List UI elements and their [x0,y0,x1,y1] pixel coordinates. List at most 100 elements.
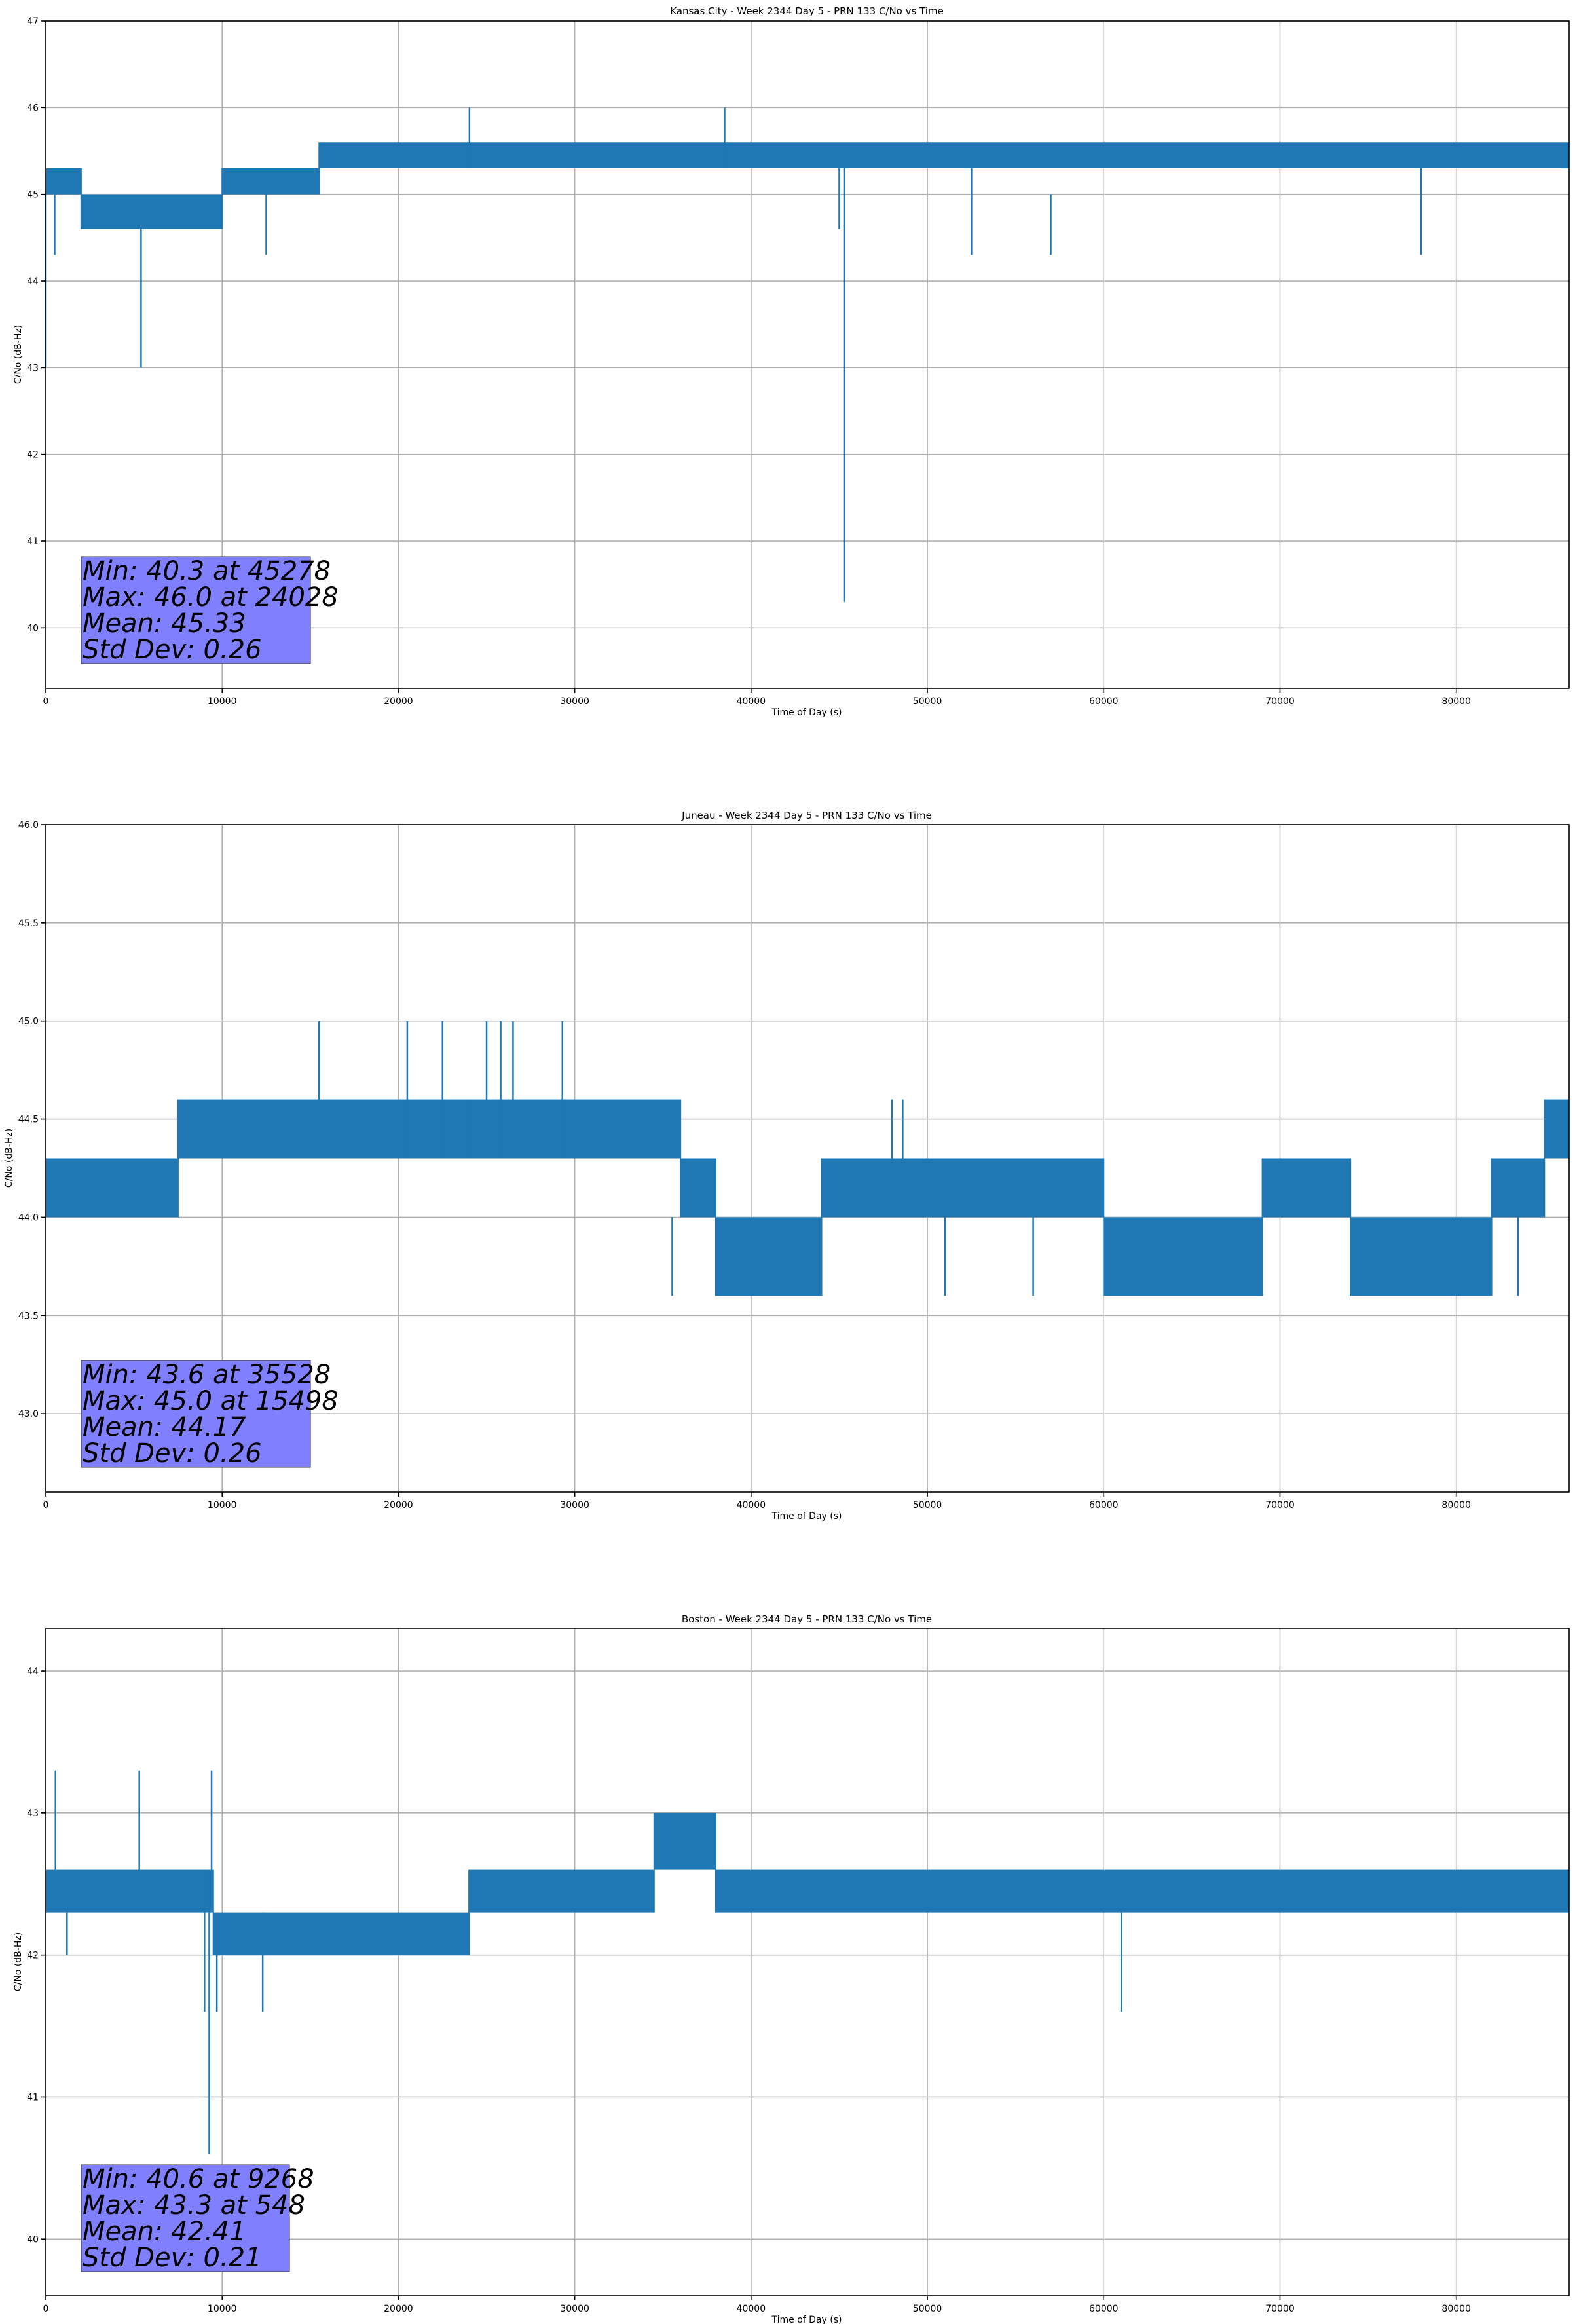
x-tick-label: 40000 [737,696,766,707]
signal-band [46,168,81,195]
stat-std-dev: Std Dev: 0.26 [83,635,262,665]
y-tick-label: 44.0 [18,1212,39,1223]
x-axis-label: Time of Day (s) [771,2315,842,2324]
data-spikes [318,1021,1519,1296]
y-tick-label: 40 [27,623,39,633]
y-tick-label: 43.5 [18,1311,39,1321]
stats-box: Min: 40.6 at 9268 Max: 43.3 at 548 Mean:… [81,2164,314,2273]
x-tick-label: 80000 [1441,2304,1471,2314]
stat-max: Max: 43.3 at 548 [83,2190,305,2221]
stat-std-dev: Std Dev: 0.26 [83,1438,262,1469]
y-tick-label: 45 [27,190,39,200]
signal-band [81,194,223,229]
x-ticks: 0 10000 20000 30000 40000 50000 60000 70000 8000… [43,2296,1471,2314]
x-ticks: 0 10000 20000 30000 40000 50000 60000 70000 8000… [43,1492,1471,1510]
x-tick-label: 0 [43,1500,49,1510]
y-tick-label: 44 [27,1666,39,1677]
stat-min: Min: 40.3 at 45278 [83,556,331,586]
y-tick-label: 41 [27,536,39,547]
x-tick-label: 40000 [737,2304,766,2314]
y-tick-label: 40 [27,2234,39,2245]
chart-title: Juneau - Week 2344 Day 5 - PRN 133 C/No … [681,810,932,821]
data-series [46,1099,1569,1296]
x-tick-label: 80000 [1441,696,1471,707]
plot-frame [45,824,1570,1493]
x-tick-label: 20000 [384,2304,413,2314]
signal-band [1262,1158,1351,1218]
stats-box-bg [81,2164,290,2272]
y-tick-label: 43.0 [18,1409,39,1419]
signal-band [213,1912,470,1955]
stats-box: Min: 43.6 at 35528 Max: 45.0 at 15498 Me… [81,1360,339,1469]
signal-band [1544,1099,1569,1159]
y-tick-label: 45.5 [18,918,39,929]
x-tick-label: 0 [43,2304,49,2314]
x-tick-label: 10000 [208,1500,237,1510]
stats-box-bg [81,556,311,664]
signal-band [222,168,320,195]
y-tick-label: 46 [27,103,39,113]
y-axis-label: C/No (dB-Hz) [13,1932,24,1991]
y-tick-label: 47 [27,16,39,27]
y-ticks: 43.0 43.5 44.0 44.5 45.0 45.5 46.0 [18,820,46,1419]
x-tick-label: 0 [43,696,49,707]
x-tick-label: 40000 [737,1500,766,1510]
stats-box-bg [81,1360,311,1468]
y-tick-label: 43 [27,363,39,373]
signal-band [716,1869,1569,1913]
signal-band [680,1158,716,1218]
signal-band [1350,1217,1492,1296]
y-axis-label: C/No (dB-Hz) [4,1129,14,1188]
stat-max: Max: 46.0 at 24028 [83,582,339,612]
signal-band [654,1812,716,1870]
x-tick-label: 50000 [913,1500,942,1510]
x-tick-label: 80000 [1441,1500,1471,1510]
signal-band [1104,1217,1263,1296]
stat-mean: Mean: 44.17 [83,1412,246,1442]
x-axis-label: Time of Day (s) [771,1511,842,1522]
stat-min: Min: 40.6 at 9268 [83,2164,314,2194]
x-tick-label: 30000 [560,1500,589,1510]
stat-mean: Mean: 45.33 [83,609,246,639]
signal-band [319,142,1570,168]
signal-band [821,1158,1104,1218]
signal-band [469,1869,654,1913]
x-tick-label: 60000 [1089,1500,1119,1510]
x-tick-label: 30000 [560,696,589,707]
x-tick-label: 60000 [1089,2304,1119,2314]
x-tick-label: 60000 [1089,696,1119,707]
x-tick-label: 70000 [1265,1500,1295,1510]
y-tick-label: 44.5 [18,1115,39,1125]
signal-band [716,1217,822,1296]
y-axis-label: C/No (dB-Hz) [13,325,24,384]
signal-band [177,1099,681,1159]
x-ticks: 0 10000 20000 30000 40000 50000 60000 70000 8000… [43,688,1471,707]
data-series [46,1812,1569,1955]
stat-max: Max: 45.0 at 15498 [83,1386,339,1416]
y-tick-label: 43 [27,1809,39,1819]
x-tick-label: 70000 [1265,696,1295,707]
x-tick-label: 10000 [208,2304,237,2314]
signal-band [46,1869,213,1913]
panel-boston: Boston - Week 2344 Day 5 - PRN 133 C/No … [13,1613,1570,2324]
x-tick-label: 70000 [1265,2304,1295,2314]
panel-kansas-city: Kansas City - Week 2344 Day 5 - PRN 133 … [13,5,1570,718]
chart-title: Kansas City - Week 2344 Day 5 - PRN 133 … [670,5,944,17]
x-axis-label: Time of Day (s) [771,707,842,718]
y-ticks: 40 41 42 43 44 45 46 47 [27,16,46,633]
plot-frame [45,20,1570,689]
panel-juneau: Juneau - Week 2344 Day 5 - PRN 133 C/No … [4,810,1570,1522]
y-tick-label: 42 [27,450,39,460]
stat-std-dev: Std Dev: 0.21 [83,2243,262,2273]
y-tick-label: 42 [27,1951,39,1961]
x-tick-label: 50000 [913,696,942,707]
chart-title: Boston - Week 2344 Day 5 - PRN 133 C/No … [682,1613,932,1625]
stat-min: Min: 43.6 at 35528 [83,1360,331,1390]
y-tick-label: 45.0 [18,1017,39,1027]
data-spikes [54,1770,1122,2154]
signal-band [1491,1158,1545,1218]
data-series [46,142,1570,229]
stats-box: Min: 40.3 at 45278 Max: 46.0 at 24028 Me… [81,556,339,665]
plot-frame [45,1628,1570,2296]
